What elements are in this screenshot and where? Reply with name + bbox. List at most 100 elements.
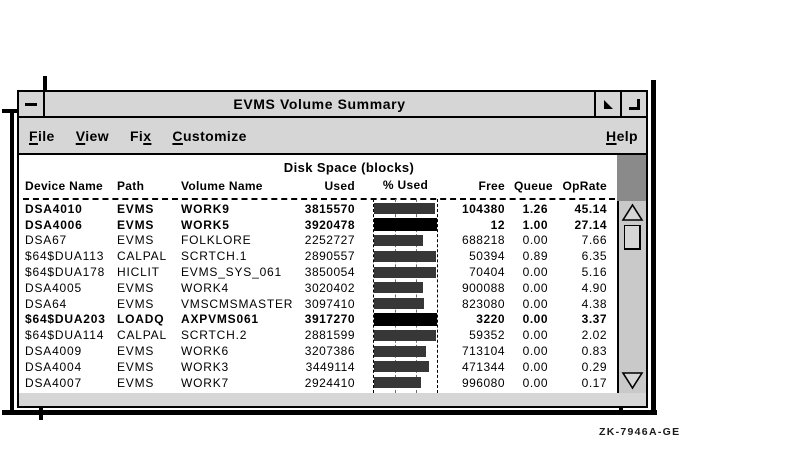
window-menu-button[interactable] <box>19 92 45 116</box>
header-queue: Queue <box>514 178 553 193</box>
cell-pct-used <box>374 359 437 375</box>
table-row[interactable]: DSA4009 EVMS WORK6 3207386 713104 0.00 0… <box>19 343 617 359</box>
scroll-down-icon[interactable] <box>621 371 644 390</box>
cell-used: 3920478 <box>304 217 355 232</box>
cell-path: EVMS <box>117 280 155 295</box>
cell-volume-name: AXPVMS061 <box>181 312 259 327</box>
background-window-frame-bottom <box>2 410 657 415</box>
cell-oprate: 7.66 <box>581 233 607 248</box>
header-device-name: Device Name <box>25 178 104 193</box>
cell-device-name: $64$DUA203 <box>25 312 106 327</box>
bar-column-left-gridline <box>373 199 374 393</box>
cell-oprate: 4.38 <box>581 296 607 311</box>
cell-pct-used <box>374 217 437 233</box>
cell-used: 2924410 <box>304 375 355 390</box>
title-bar: EVMS Volume Summary <box>19 92 646 118</box>
pct-used-bar <box>374 345 426 357</box>
cell-pct-used <box>374 264 437 280</box>
cell-queue: 0.00 <box>522 375 548 390</box>
scrollbar-header-block <box>617 155 646 201</box>
table-row[interactable]: $64$DUA113 CALPAL SCRTCH.1 2890557 50394… <box>19 248 617 264</box>
pct-used-bar <box>374 313 437 326</box>
cell-pct-used <box>374 233 437 249</box>
cell-path: EVMS <box>117 344 155 359</box>
cell-path: EVMS <box>117 375 155 390</box>
table-row[interactable]: DSA67 EVMS FOLKLORE 2252727 688218 0.00 … <box>19 233 617 249</box>
pct-used-bar <box>374 282 423 294</box>
vertical-scrollbar[interactable] <box>617 201 646 393</box>
background-window-frame-right <box>651 80 656 415</box>
cell-oprate: 4.90 <box>581 280 607 295</box>
header-used: Used <box>324 178 355 193</box>
cell-path: EVMS <box>117 233 155 248</box>
cell-pct-used <box>374 296 437 312</box>
cell-queue: 0.00 <box>522 296 548 311</box>
cell-used: 3020402 <box>304 280 355 295</box>
cell-volume-name: VMSCMSMASTER <box>181 296 294 311</box>
cell-device-name: DSA64 <box>25 296 68 311</box>
cell-free: 70404 <box>469 265 505 280</box>
table-row[interactable]: DSA4004 EVMS WORK3 3449114 471344 0.00 0… <box>19 359 617 375</box>
cell-used: 2890557 <box>304 249 355 264</box>
cell-pct-used <box>374 201 437 217</box>
table-row[interactable]: $64$DUA178 HICLIT EVMS_SYS_061 3850054 7… <box>19 264 617 280</box>
cell-free: 996080 <box>461 375 505 390</box>
table-row[interactable]: $64$DUA203 LOADQ AXPVMS061 3917270 3220 … <box>19 312 617 328</box>
cell-pct-used <box>374 280 437 296</box>
cell-free: 688218 <box>461 233 505 248</box>
table-row[interactable]: DSA4007 EVMS WORK7 2924410 996080 0.00 0… <box>19 375 617 391</box>
table-row[interactable]: $64$DUA114 CALPAL SCRTCH.2 2881599 59352… <box>19 327 617 343</box>
cell-pct-used <box>374 312 437 328</box>
cell-free: 900088 <box>461 280 505 295</box>
cell-oprate: 2.02 <box>581 328 607 343</box>
cell-path: CALPAL <box>117 328 167 343</box>
menu-item-fix[interactable]: Fix <box>129 127 152 144</box>
maximize-corner-icon <box>628 98 640 110</box>
cell-queue: 0.00 <box>522 359 548 374</box>
bar-column-gridline <box>395 199 396 393</box>
cell-path: EVMS <box>117 201 155 216</box>
window-menu-dash-icon <box>25 102 37 106</box>
cell-free: 50394 <box>469 249 505 264</box>
menu-item-help[interactable]: Help <box>606 127 638 144</box>
shrink-corner-icon <box>603 99 613 109</box>
header-volume-name: Volume Name <box>181 178 263 193</box>
evms-volume-summary-window: EVMS Volume Summary File View Fix Customize… <box>17 90 648 408</box>
background-window-frame-left <box>10 109 14 415</box>
scrollbar-thumb[interactable] <box>624 225 641 250</box>
cell-path: HICLIT <box>117 265 160 280</box>
cell-path: EVMS <box>117 359 155 374</box>
pct-used-bar <box>374 266 436 278</box>
cell-oprate: 3.37 <box>581 312 607 327</box>
menu-item-file[interactable]: File <box>29 127 55 144</box>
cell-device-name: $64$DUA114 <box>25 328 105 343</box>
scroll-up-icon[interactable] <box>621 203 644 222</box>
table-row[interactable]: DSA4005 EVMS WORK4 3020402 900088 0.00 4… <box>19 280 617 296</box>
cell-oprate: 5.16 <box>581 265 607 280</box>
pct-used-bar <box>374 234 423 246</box>
cell-queue: 1.00 <box>522 217 548 232</box>
maximize-button[interactable] <box>620 92 646 116</box>
pct-used-bar <box>374 218 437 231</box>
cell-oprate: 27.14 <box>574 217 607 232</box>
table-row[interactable]: DSA4010 EVMS WORK9 3815570 104380 1.26 4… <box>19 201 617 217</box>
cell-volume-name: WORK5 <box>181 217 230 232</box>
menu-item-customize[interactable]: Customize <box>172 127 247 144</box>
cell-used: 2252727 <box>304 233 355 248</box>
table-row[interactable]: DSA64 EVMS VMSCMSMASTER 3097410 823080 0… <box>19 296 617 312</box>
cell-used: 3815570 <box>304 201 355 216</box>
cell-oprate: 45.14 <box>574 201 607 216</box>
cell-queue: 0.00 <box>522 344 548 359</box>
cell-device-name: $64$DUA113 <box>25 249 105 264</box>
shrink-to-icon-button[interactable] <box>594 92 620 116</box>
cell-path: EVMS <box>117 217 155 232</box>
cell-queue: 0.00 <box>522 328 548 343</box>
cell-device-name: DSA4007 <box>25 375 82 390</box>
cell-used: 3850054 <box>304 265 355 280</box>
cell-pct-used <box>374 343 437 359</box>
cell-free: 471344 <box>461 359 505 374</box>
pct-used-bar <box>374 250 436 262</box>
table-row[interactable]: DSA4006 EVMS WORK5 3920478 12 1.00 27.14 <box>19 217 617 233</box>
menu-item-view[interactable]: View <box>75 127 109 144</box>
